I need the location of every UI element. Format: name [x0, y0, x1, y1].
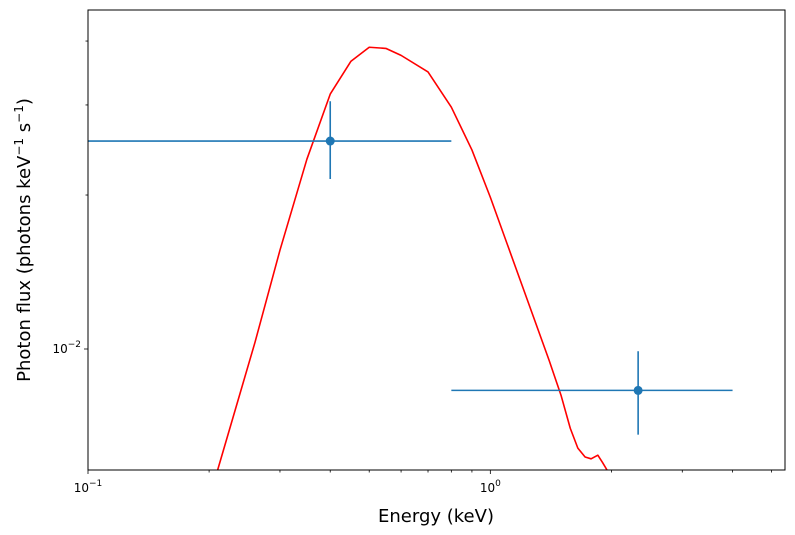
data-marker — [325, 136, 335, 146]
x-tick-label: 10−1 — [74, 479, 103, 495]
data-point-1 — [88, 101, 452, 179]
data-marker — [633, 385, 643, 395]
x-tick-label: 100 — [480, 479, 501, 495]
data-point-2 — [451, 351, 733, 435]
plot-frame — [87, 9, 786, 471]
plot-background — [88, 10, 785, 470]
x-axis-label: Energy (keV) — [378, 506, 494, 527]
model-curve — [216, 46, 608, 470]
plot-content — [88, 46, 733, 470]
y-tick-label: 10−2 — [52, 340, 81, 356]
y-axis-label: Photon flux (photons keV−1 s−1) — [12, 98, 35, 382]
major-ticks: 10−1 100 10−2 — [52, 340, 501, 495]
